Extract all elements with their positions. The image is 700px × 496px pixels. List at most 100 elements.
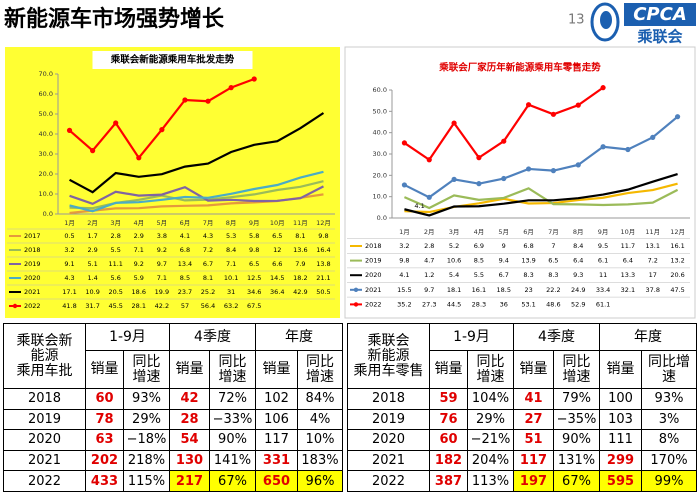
y-tick-label: 60.0 bbox=[39, 90, 53, 98]
legend-label: 2020 bbox=[24, 274, 41, 282]
chart-title: 乘联会新能源乘用车批发走势 bbox=[110, 54, 235, 66]
point bbox=[650, 134, 656, 140]
table-cell: 111 bbox=[599, 429, 642, 451]
table-value: 7.2 bbox=[203, 246, 213, 254]
table-value: 11.1 bbox=[108, 260, 122, 268]
table-value: 4.3 bbox=[64, 274, 74, 282]
table-value: 9 bbox=[502, 242, 506, 250]
row-header: 2019 bbox=[347, 408, 430, 431]
table-value: 6.1 bbox=[598, 257, 608, 265]
table-cell: 27 bbox=[513, 408, 554, 431]
table-value: 9.2 bbox=[157, 246, 167, 254]
group-header: 1-9月 bbox=[429, 323, 514, 351]
point bbox=[228, 85, 234, 91]
sub-header: 销量 bbox=[169, 350, 210, 389]
chart-title-box bbox=[92, 51, 253, 69]
point bbox=[90, 148, 96, 154]
table-cell: 117 bbox=[513, 449, 554, 472]
table-value: 27.3 bbox=[422, 300, 436, 308]
table-value: 4.1 bbox=[180, 232, 190, 240]
x-tick-label: 10月 bbox=[270, 219, 285, 227]
table-value: 9.7 bbox=[424, 286, 434, 294]
sub-header: 销量 bbox=[429, 350, 468, 389]
x-tick-label: 8月 bbox=[573, 228, 584, 236]
point bbox=[401, 182, 408, 188]
table-cell: 60 bbox=[85, 388, 124, 410]
table-value: 5.3 bbox=[226, 232, 236, 240]
table-value: 23 bbox=[524, 286, 532, 294]
table-value: 17 bbox=[649, 271, 657, 279]
series-line bbox=[404, 173, 678, 217]
point bbox=[575, 102, 581, 108]
table-cell: 84% bbox=[297, 388, 343, 410]
y-tick-label: 50.0 bbox=[39, 110, 53, 118]
table-value: 37.8 bbox=[646, 286, 660, 294]
logo-text: CPCA bbox=[633, 4, 687, 25]
table-cell: 93% bbox=[641, 388, 697, 410]
table-value: 8.3 bbox=[548, 271, 558, 279]
table-value: 0.5 bbox=[64, 232, 74, 240]
corner-header: 乘联会 新能源 乘用车零售 bbox=[347, 323, 430, 389]
y-tick-label: 30.0 bbox=[373, 150, 387, 158]
table-value: 41.8 bbox=[62, 302, 76, 310]
corner-header: 乘联会新 能源 乘用车批 bbox=[3, 323, 86, 389]
table-value: 53.1 bbox=[521, 300, 535, 308]
sub-header: 销量 bbox=[85, 350, 124, 389]
table-value: 13.4 bbox=[178, 260, 192, 268]
sub-header: 销量 bbox=[255, 350, 298, 389]
x-tick-label: 2月 bbox=[424, 228, 435, 236]
legend-marker bbox=[353, 302, 359, 307]
legend-marker bbox=[12, 303, 18, 309]
sub-header: 同比增速 bbox=[467, 350, 514, 389]
table-value: 52.9 bbox=[571, 300, 585, 308]
table-value: 8.3 bbox=[523, 271, 533, 279]
point bbox=[182, 97, 188, 103]
table-value: 6.5 bbox=[272, 232, 282, 240]
sub-header: 同比增速 bbox=[209, 350, 256, 389]
y-tick-label: 10.0 bbox=[373, 193, 387, 201]
corner-line: 新能源 bbox=[367, 347, 410, 364]
sub-header: 销量 bbox=[513, 350, 554, 389]
table-value: 44.5 bbox=[447, 300, 461, 308]
point bbox=[113, 120, 119, 126]
x-tick-label: 2月 bbox=[87, 219, 98, 227]
row-header: 2021 bbox=[347, 449, 430, 472]
table-value: 3.2 bbox=[399, 242, 409, 250]
table-value: 61.1 bbox=[596, 300, 610, 308]
table-cell: 197 bbox=[513, 470, 554, 492]
table-cell: 29% bbox=[467, 408, 514, 431]
point bbox=[66, 127, 73, 133]
sales-table: 乘联会 新能源 乘用车零售 1-9月 4季度 年度 销量 同比增速 销量 同比增速 销量 同比增速 20… bbox=[347, 323, 697, 492]
table-value: 18.2 bbox=[293, 274, 307, 282]
table-cell: 10% bbox=[297, 429, 343, 451]
table-value: 2.9 bbox=[134, 232, 144, 240]
y-tick-label: 30.0 bbox=[39, 150, 53, 158]
corner-line: 乘联会新 bbox=[16, 332, 73, 349]
table-value: 17.1 bbox=[62, 288, 76, 296]
x-tick-label: 1月 bbox=[399, 228, 410, 236]
table-value: 19.9 bbox=[155, 288, 169, 296]
table-value: 10.1 bbox=[224, 274, 238, 282]
point bbox=[525, 166, 532, 172]
table-value: 5.6 bbox=[111, 274, 121, 282]
table-value: 6.4 bbox=[573, 257, 583, 265]
table-cell: 595 bbox=[599, 470, 642, 492]
table-value: 63.2 bbox=[224, 302, 238, 310]
table-value: 18.6 bbox=[132, 288, 146, 296]
corner-line: 乘用车批 bbox=[16, 362, 73, 379]
table-cell: 433 bbox=[85, 470, 124, 492]
point bbox=[476, 155, 482, 161]
point bbox=[674, 114, 681, 120]
table-value: 2.9 bbox=[87, 246, 97, 254]
series-line bbox=[403, 115, 679, 199]
table-value: 15.5 bbox=[397, 286, 411, 294]
table-value: 10.9 bbox=[85, 288, 99, 296]
table-cell: 130 bbox=[169, 449, 210, 472]
sub-header: 同比增速 bbox=[123, 350, 170, 389]
x-tick-label: 5月 bbox=[498, 228, 509, 236]
table-cell: 90% bbox=[209, 429, 256, 451]
table-value: 9.4 bbox=[499, 257, 509, 265]
table-value: 1.2 bbox=[424, 271, 434, 279]
row-header: 2022 bbox=[347, 470, 430, 492]
table-cell: −33% bbox=[209, 408, 256, 431]
